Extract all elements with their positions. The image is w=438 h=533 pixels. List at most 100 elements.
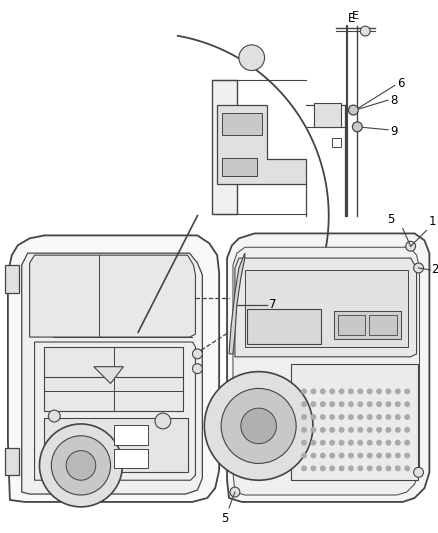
Circle shape	[413, 263, 424, 273]
Circle shape	[320, 440, 326, 446]
Circle shape	[395, 401, 401, 407]
Circle shape	[385, 453, 392, 458]
Circle shape	[385, 414, 392, 420]
Bar	[245, 270, 408, 347]
Circle shape	[367, 401, 373, 407]
Bar	[369, 316, 397, 335]
Circle shape	[301, 414, 307, 420]
Polygon shape	[8, 236, 219, 502]
Circle shape	[320, 453, 326, 458]
Circle shape	[230, 487, 240, 497]
Circle shape	[311, 465, 316, 471]
Text: 6: 6	[397, 77, 404, 90]
Circle shape	[357, 453, 363, 458]
Circle shape	[329, 453, 335, 458]
Circle shape	[404, 389, 410, 394]
Bar	[247, 310, 321, 344]
Circle shape	[404, 401, 410, 407]
Circle shape	[376, 427, 382, 433]
Circle shape	[48, 410, 60, 422]
Circle shape	[239, 45, 265, 70]
Circle shape	[320, 427, 326, 433]
Polygon shape	[212, 80, 237, 214]
Bar	[332, 138, 341, 147]
Circle shape	[395, 414, 401, 420]
Circle shape	[301, 401, 307, 407]
Circle shape	[155, 413, 171, 429]
Circle shape	[376, 414, 382, 420]
Circle shape	[339, 414, 345, 420]
Text: 8: 8	[390, 94, 397, 107]
Text: 1: 1	[428, 215, 436, 229]
Circle shape	[367, 440, 373, 446]
Circle shape	[339, 440, 345, 446]
Circle shape	[376, 440, 382, 446]
Circle shape	[357, 440, 363, 446]
Circle shape	[205, 372, 313, 480]
Circle shape	[376, 389, 382, 394]
Circle shape	[348, 414, 354, 420]
Circle shape	[413, 467, 424, 477]
Text: 5: 5	[388, 213, 395, 225]
Bar	[5, 265, 19, 293]
Circle shape	[376, 465, 382, 471]
Circle shape	[404, 440, 410, 446]
Circle shape	[311, 440, 316, 446]
Text: E: E	[348, 12, 355, 25]
Circle shape	[320, 414, 326, 420]
Circle shape	[329, 440, 335, 446]
Polygon shape	[22, 253, 202, 494]
Bar	[338, 316, 365, 335]
Circle shape	[395, 453, 401, 458]
Polygon shape	[35, 342, 195, 480]
Circle shape	[320, 465, 326, 471]
Bar	[291, 364, 417, 480]
Circle shape	[329, 427, 335, 433]
Polygon shape	[94, 367, 124, 383]
Circle shape	[349, 105, 358, 115]
Circle shape	[404, 453, 410, 458]
Circle shape	[301, 427, 307, 433]
Circle shape	[348, 401, 354, 407]
Circle shape	[301, 389, 307, 394]
Polygon shape	[233, 247, 420, 495]
Circle shape	[339, 453, 345, 458]
Circle shape	[348, 465, 354, 471]
Text: 2: 2	[431, 263, 438, 277]
Circle shape	[192, 364, 202, 374]
Circle shape	[395, 427, 401, 433]
Circle shape	[301, 465, 307, 471]
Circle shape	[357, 414, 363, 420]
Text: 5: 5	[221, 512, 229, 525]
Circle shape	[404, 465, 410, 471]
Bar	[44, 418, 187, 472]
Circle shape	[311, 401, 316, 407]
Polygon shape	[227, 233, 429, 502]
Circle shape	[395, 440, 401, 446]
Text: E: E	[351, 11, 358, 21]
Circle shape	[385, 465, 392, 471]
Circle shape	[221, 389, 296, 463]
Circle shape	[367, 453, 373, 458]
Circle shape	[385, 389, 392, 394]
Circle shape	[348, 389, 354, 394]
Circle shape	[329, 465, 335, 471]
Polygon shape	[229, 253, 245, 354]
Circle shape	[367, 465, 373, 471]
Bar	[113, 449, 148, 469]
Text: 7: 7	[268, 298, 276, 311]
Circle shape	[339, 401, 345, 407]
Circle shape	[192, 349, 202, 359]
Circle shape	[339, 465, 345, 471]
Circle shape	[51, 436, 110, 495]
Circle shape	[311, 414, 316, 420]
Polygon shape	[314, 103, 341, 127]
Circle shape	[301, 440, 307, 446]
Circle shape	[301, 453, 307, 458]
Circle shape	[404, 427, 410, 433]
Circle shape	[39, 424, 122, 507]
Circle shape	[385, 427, 392, 433]
Circle shape	[311, 453, 316, 458]
Bar	[113, 425, 148, 445]
Circle shape	[395, 389, 401, 394]
